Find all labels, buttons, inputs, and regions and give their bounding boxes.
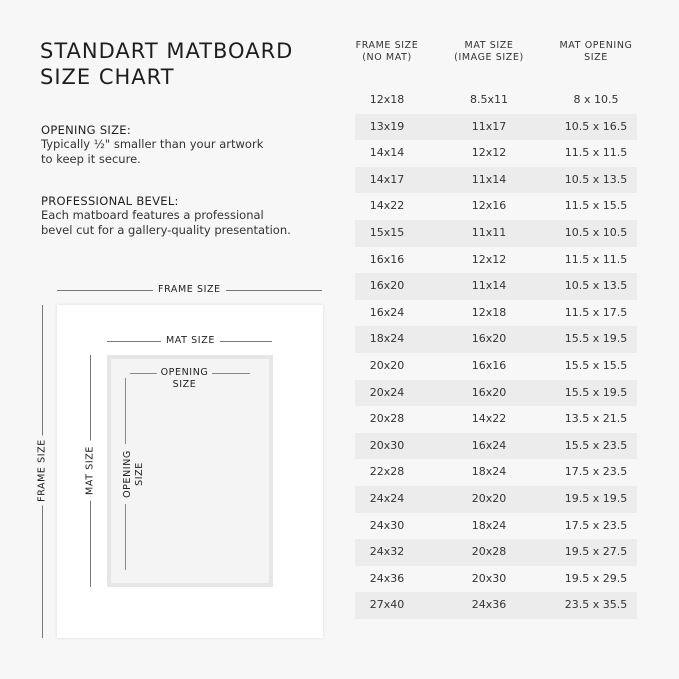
opening-size-cell: 15.5 x 19.5 [564,332,628,346]
table-row: 20x30 16x24 15.5 x 23.5 [355,432,637,460]
table-row: 24x32 20x28 19.5 x 27.5 [355,539,637,566]
mat-size-cell: 18x24 [471,465,507,479]
table-row: 15x15 11x11 10.5 x 10.5 [355,220,637,247]
mat-size-cell: 16x16 [471,359,507,372]
table-row: 24x30 18x24 17.5 x 23.5 [355,513,637,540]
frame-size-cell: 18x24 [369,332,405,346]
opening-size-cell: 17.5 x 23.5 [564,518,628,532]
table-row: 20x28 14x22 13.5 x 21.5 [355,406,637,433]
opening-size-cell: 11.5 x 15.5 [564,199,628,213]
page-title: STANDART MATBOARD SIZE CHART [40,39,294,89]
mat-size-cell: 16x20 [471,332,507,346]
frame-size-cell: 16x16 [369,252,405,266]
header-opening-size: MAT OPENING SIZE [559,40,633,63]
table-row: 14x17 11x14 10.5 x 13.5 [355,166,637,194]
opening-size-cell: 10.5 x 16.5 [564,119,628,133]
frame-size-cell: 20x30 [369,438,405,452]
frame-size-cell: 20x28 [369,412,405,426]
frame-size-cell: 22x28 [369,465,405,479]
header-frame-size: FRAME SIZE (NO MAT) [355,40,419,63]
mat-size-cell: 24x36 [471,598,507,612]
frame-size-cell: 14x17 [369,172,405,186]
table-row: 20x20 16x16 15.5 x 15.5 [355,353,637,380]
opening-size-cell: 15.5 x 19.5 [564,385,628,399]
table-row: 16x24 12x18 11.5 x 17.5 [355,300,637,327]
frame-size-cell: 27x40 [369,598,405,612]
opening-size-cell: 15.5 x 23.5 [564,438,628,452]
mat-size-cell: 14x22 [471,412,507,426]
mat-size-vertical-label: MAT SIZE [84,440,96,501]
mat-size-cell: 20x20 [471,492,507,505]
opening-size-cell: 10.5 x 10.5 [564,226,628,239]
bevel-info: PROFESSIONAL BEVEL: Each matboard featur… [41,194,291,237]
mat-size-cell: 12x18 [471,305,507,319]
table-row: 27x40 24x36 23.5 x 35.5 [355,592,637,619]
opening-size-vertical-label: OPENING SIZE [122,444,146,504]
opening-size-cell: 11.5 x 11.5 [564,252,628,266]
mat-size-cell: 11x17 [471,119,507,133]
frame-size-cell: 16x20 [369,279,405,293]
table-row: 24x36 20x30 19.5 x 29.5 [355,566,637,593]
frame-size-cell: 14x22 [369,199,405,213]
table-row: 14x22 12x16 11.5 x 15.5 [355,193,637,220]
mat-size-cell: 20x30 [471,571,507,585]
table-row: 20x24 16x20 15.5 x 19.5 [355,379,637,407]
mat-size-cell: 8.5x11 [469,93,508,106]
frame-size-cell: 20x20 [369,359,405,372]
opening-size-cell: 11.5 x 11.5 [564,146,628,160]
mat-size-cell: 18x24 [471,518,507,532]
mat-size-label: MAT SIZE [161,335,220,346]
frame-size-cell: 24x36 [369,571,405,585]
opening-size-info: OPENING SIZE: Typically ½" smaller than … [41,123,264,166]
frame-size-cell: 24x24 [369,492,405,505]
opening-size-cell: 19.5 x 29.5 [564,571,628,585]
frame-size-vertical-label: FRAME SIZE [36,435,48,506]
frame-size-cell: 16x24 [369,305,405,319]
opening-size-cell: 11.5 x 17.5 [564,305,628,319]
opening-size-cell: 19.5 x 19.5 [564,492,628,505]
frame-size-cell: 14x14 [369,146,405,160]
frame-size-cell: 24x32 [369,545,405,559]
frame-size-cell: 13x19 [369,119,405,133]
frame-size-cell: 24x30 [369,518,405,532]
table-row: 14x14 12x12 11.5 x 11.5 [355,140,637,167]
table-row: 16x20 11x14 10.5 x 13.5 [355,273,637,300]
mat-size-cell: 16x20 [471,385,507,399]
mat-size-cell: 12x16 [471,199,507,213]
frame-size-cell: 12x18 [369,93,405,106]
opening-size-cell: 13.5 x 21.5 [564,412,628,426]
mat-size-cell: 11x14 [471,279,507,293]
mat-size-cell: 16x24 [471,438,507,452]
opening-size-cell: 23.5 x 35.5 [564,598,628,612]
opening-size-cell: 10.5 x 13.5 [564,172,628,186]
table-row: 24x24 20x20 19.5 x 19.5 [355,486,637,513]
table-row: 12x18 8.5x11 8 x 10.5 [355,87,637,114]
table-row: 13x19 11x17 10.5 x 16.5 [355,113,637,141]
frame-size-cell: 20x24 [369,385,405,399]
opening-size-label: OPENING SIZE [157,367,212,391]
opening-size-cell: 15.5 x 15.5 [564,359,628,372]
mat-size-cell: 12x12 [471,146,507,160]
mat-size-cell: 11x11 [471,226,507,239]
table-row: 22x28 18x24 17.5 x 23.5 [355,459,637,486]
mat-size-cell: 12x12 [471,252,507,266]
opening-size-cell: 17.5 x 23.5 [564,465,628,479]
table-row: 16x16 12x12 11.5 x 11.5 [355,247,637,274]
mat-size-cell: 11x14 [471,172,507,186]
mat-size-cell: 20x28 [471,545,507,559]
opening-size-cell: 19.5 x 27.5 [564,545,628,559]
frame-size-cell: 15x15 [369,226,405,239]
opening-size-cell: 8 x 10.5 [573,93,619,106]
table-row: 18x24 16x20 15.5 x 19.5 [355,326,637,353]
frame-size-label: FRAME SIZE [153,284,226,295]
opening-size-cell: 10.5 x 13.5 [564,279,628,293]
header-mat-size: MAT SIZE (IMAGE SIZE) [454,40,524,63]
